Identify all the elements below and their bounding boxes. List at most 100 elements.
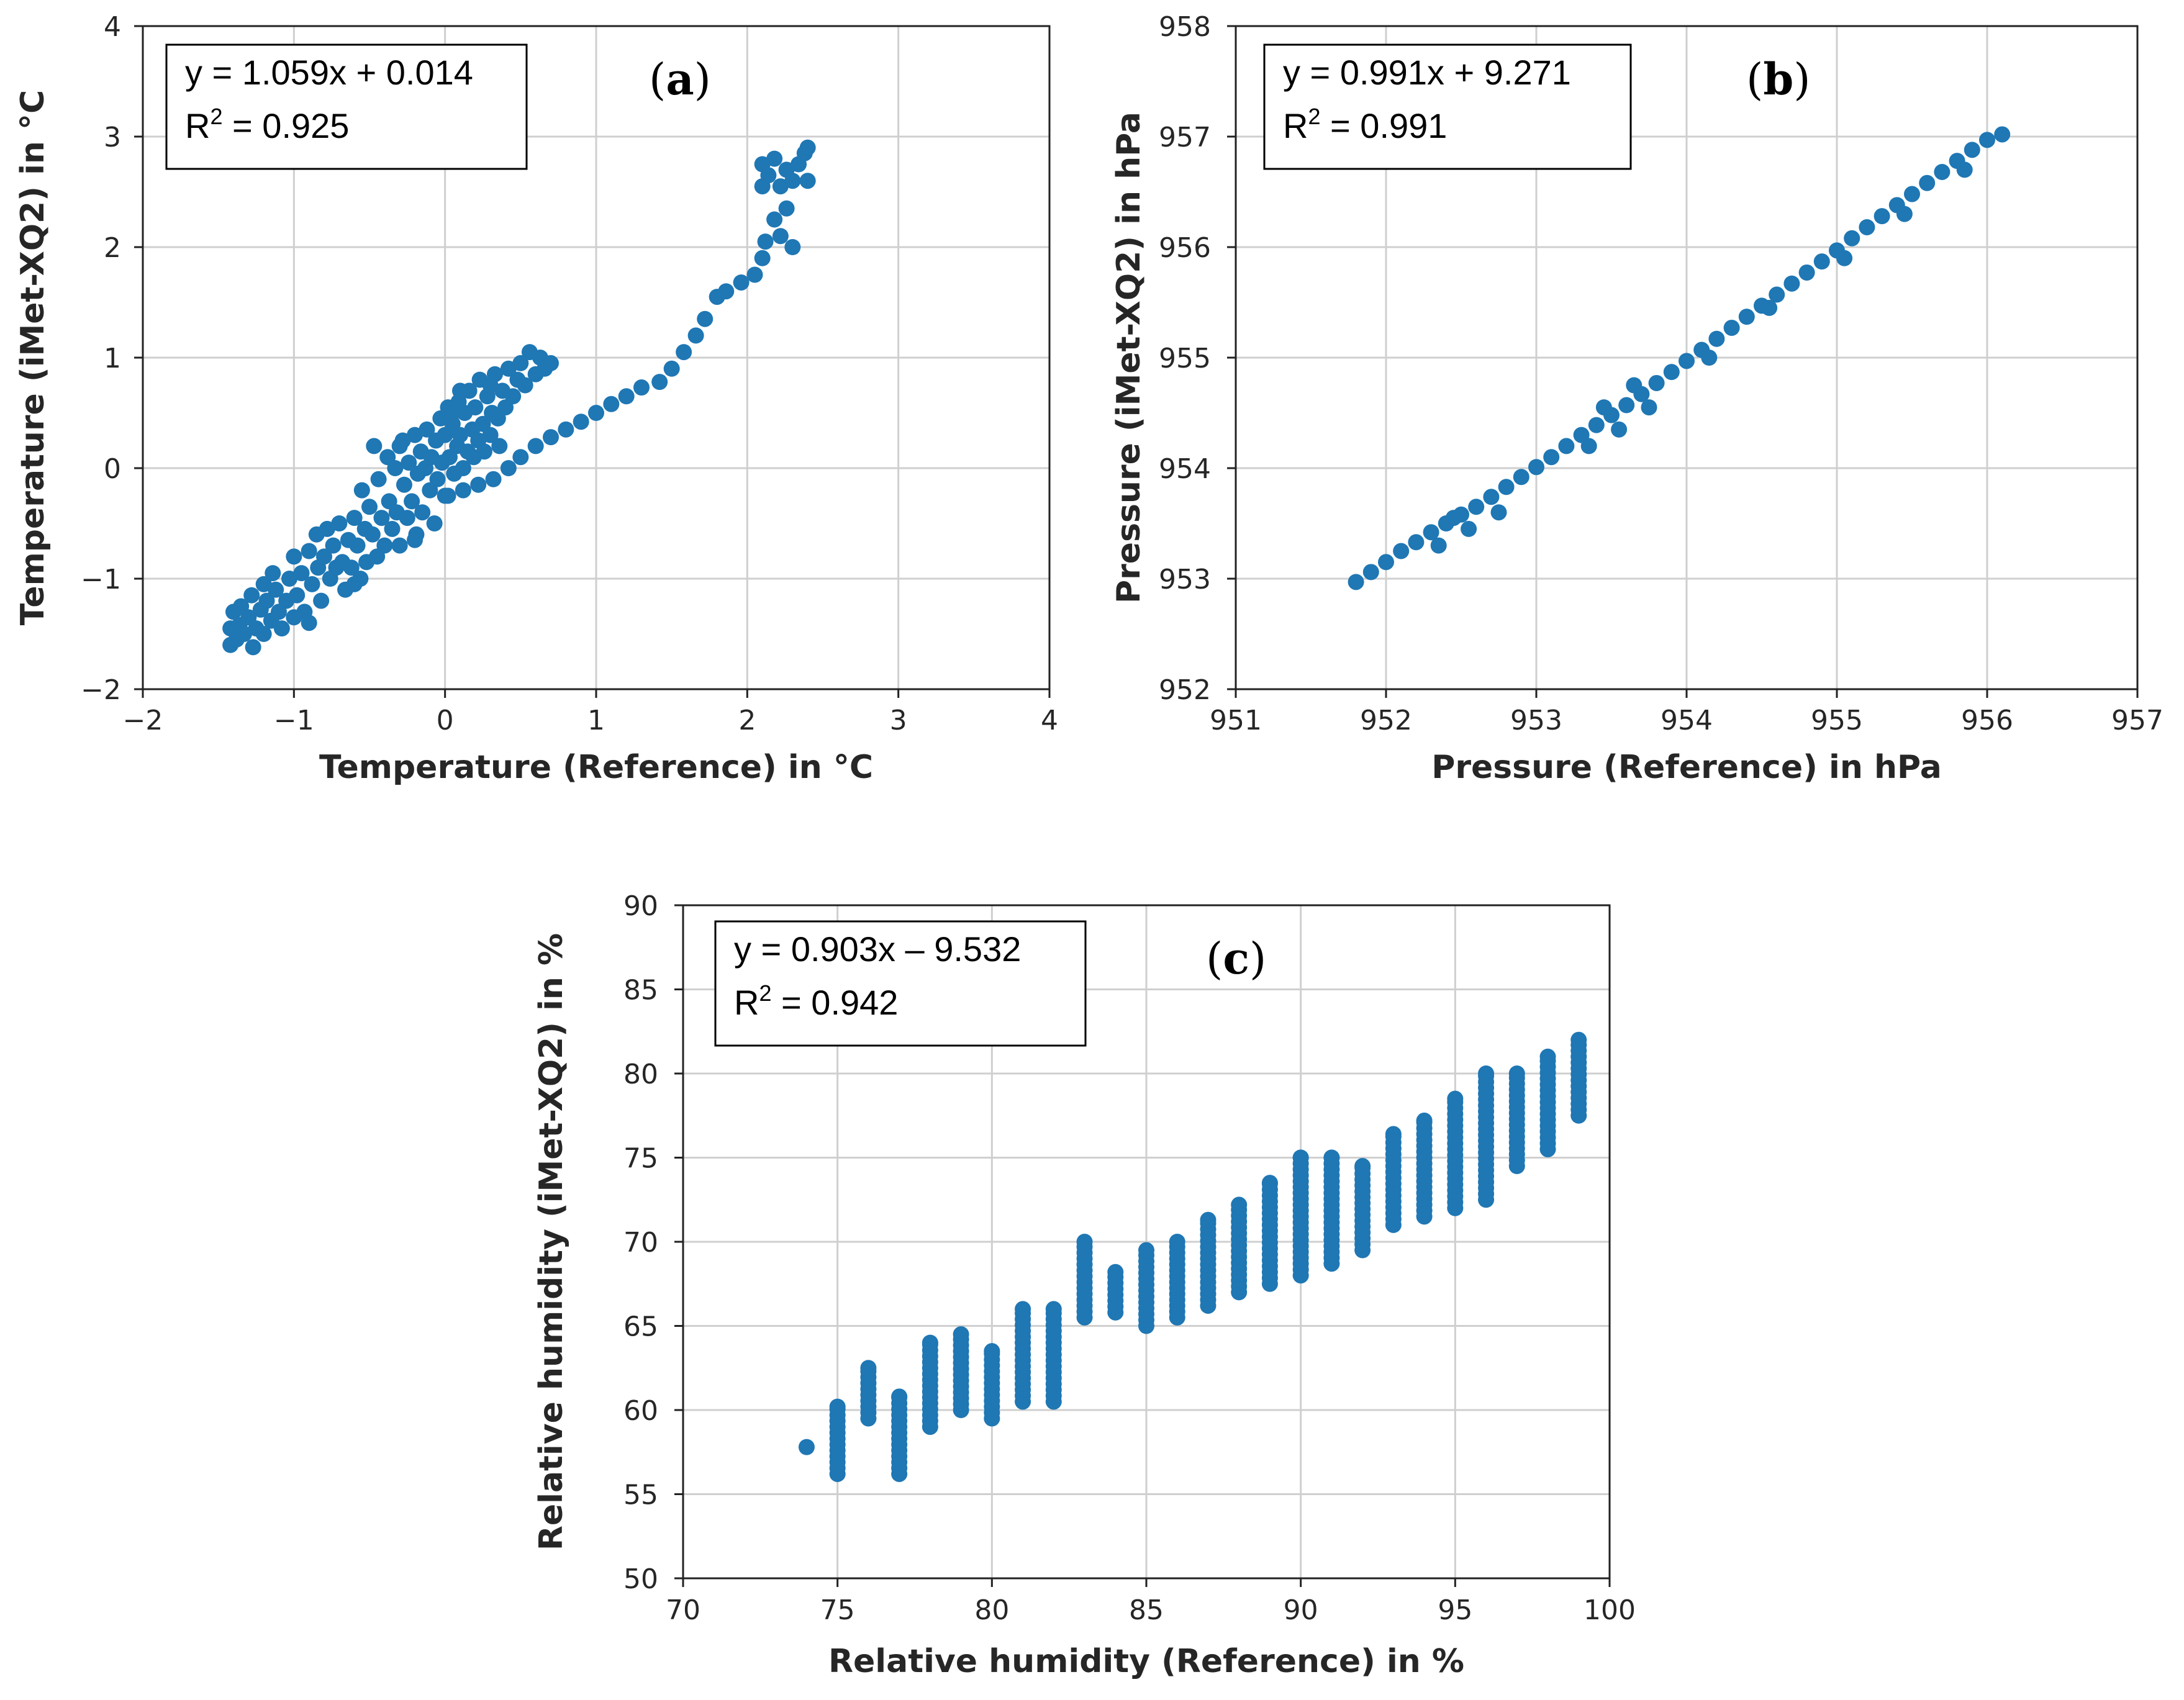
y-tick-label: −2 bbox=[81, 674, 121, 706]
x-tick-label: 100 bbox=[1584, 1594, 1636, 1626]
data-point bbox=[399, 510, 415, 527]
data-point bbox=[491, 438, 508, 454]
chart-panel-c: 70 75 80 85 90 95 100 50 55 60 65 70 75 80 85 90 Relativ… bbox=[533, 890, 1636, 1680]
data-point bbox=[1478, 1065, 1495, 1082]
data-point bbox=[757, 233, 774, 250]
data-point bbox=[500, 360, 517, 377]
data-point bbox=[1588, 417, 1605, 433]
y-tick-label: 956 bbox=[1159, 232, 1211, 264]
data-point bbox=[304, 576, 320, 592]
data-point bbox=[860, 1360, 877, 1377]
data-point bbox=[470, 476, 487, 493]
data-point bbox=[760, 167, 777, 184]
data-point bbox=[718, 283, 735, 300]
y-axis-label: Relative humidity (iMet-XQ2) in % bbox=[533, 933, 570, 1550]
data-point bbox=[922, 1334, 938, 1351]
data-point bbox=[366, 438, 383, 454]
data-point bbox=[258, 592, 275, 609]
data-point bbox=[1292, 1149, 1309, 1166]
panel-label: (a) bbox=[649, 53, 711, 105]
data-point bbox=[512, 449, 529, 466]
y-tick-label: 958 bbox=[1159, 11, 1211, 43]
regression-equation: y = 1.059x + 0.014 bbox=[185, 53, 473, 92]
data-point bbox=[384, 520, 401, 537]
data-point bbox=[364, 526, 381, 543]
data-point bbox=[697, 310, 714, 327]
data-point bbox=[1231, 1196, 1248, 1213]
data-point bbox=[687, 327, 704, 344]
data-point bbox=[543, 355, 559, 371]
data-point bbox=[1611, 421, 1628, 438]
data-point bbox=[426, 515, 443, 531]
data-point bbox=[1641, 399, 1657, 416]
data-point bbox=[891, 1388, 908, 1405]
data-point bbox=[346, 510, 363, 527]
data-point bbox=[1769, 286, 1785, 303]
data-point bbox=[1378, 554, 1394, 571]
data-point bbox=[1261, 1175, 1278, 1191]
x-tick-label: 1 bbox=[587, 705, 605, 736]
data-point bbox=[243, 587, 260, 604]
data-point bbox=[754, 250, 771, 266]
data-point bbox=[1723, 319, 1740, 336]
x-tick-label: 90 bbox=[1284, 1594, 1318, 1626]
data-point bbox=[1859, 219, 1875, 235]
x-tick-label: 954 bbox=[1661, 705, 1713, 736]
y-tick-label: −1 bbox=[81, 564, 121, 595]
data-point bbox=[391, 537, 408, 554]
x-tick-label: −2 bbox=[123, 705, 163, 736]
x-tick-label: 95 bbox=[1438, 1594, 1472, 1626]
data-point bbox=[1045, 1301, 1062, 1318]
data-point bbox=[1708, 330, 1725, 347]
data-point bbox=[370, 471, 387, 487]
x-tick-label: 70 bbox=[666, 1594, 700, 1626]
data-point bbox=[663, 360, 680, 377]
y-tick-label: 952 bbox=[1159, 674, 1211, 706]
y-tick-label: 0 bbox=[104, 453, 121, 485]
data-point bbox=[1874, 208, 1890, 225]
data-points bbox=[798, 1031, 1587, 1482]
data-point bbox=[1508, 1065, 1525, 1082]
x-tick-label: 2 bbox=[738, 705, 756, 736]
data-point bbox=[482, 427, 499, 443]
data-point bbox=[281, 571, 298, 587]
data-point bbox=[346, 576, 363, 592]
data-point bbox=[404, 493, 420, 510]
data-point bbox=[301, 543, 317, 559]
data-point bbox=[301, 615, 317, 631]
data-point bbox=[1543, 449, 1560, 466]
data-point bbox=[1408, 534, 1425, 551]
chart-panel-b: 951 952 953 954 955 956 9579529539549559569579… bbox=[1110, 11, 2164, 786]
data-point bbox=[452, 382, 468, 399]
x-tick-label: 956 bbox=[1961, 705, 2013, 736]
data-point bbox=[1896, 206, 1913, 222]
data-point bbox=[401, 454, 417, 471]
data-point bbox=[1904, 186, 1920, 202]
equation-box bbox=[165, 43, 528, 170]
data-point bbox=[618, 388, 635, 405]
data-point bbox=[419, 421, 435, 438]
y-tick-label: 957 bbox=[1159, 122, 1211, 153]
data-point bbox=[1513, 469, 1529, 486]
data-point bbox=[1138, 1242, 1154, 1259]
y-tick-label: 955 bbox=[1159, 343, 1211, 374]
data-points bbox=[1348, 126, 2011, 590]
data-point bbox=[1964, 142, 1980, 158]
data-point bbox=[500, 460, 517, 476]
data-point bbox=[407, 427, 423, 443]
data-points bbox=[222, 139, 816, 656]
data-point bbox=[1595, 399, 1612, 416]
x-tick-label: 951 bbox=[1210, 705, 1262, 736]
x-axis-label: Temperature (Reference) in °C bbox=[319, 749, 873, 786]
data-point bbox=[313, 592, 330, 609]
data-point bbox=[407, 531, 423, 548]
data-point bbox=[286, 548, 302, 565]
data-point bbox=[265, 565, 281, 582]
data-point bbox=[784, 173, 801, 189]
x-tick-label: −1 bbox=[274, 705, 314, 736]
y-tick-label: 70 bbox=[623, 1227, 658, 1259]
y-tick-label: 65 bbox=[623, 1311, 658, 1343]
data-point bbox=[1979, 132, 1995, 148]
data-point bbox=[1919, 174, 1936, 191]
data-point bbox=[353, 482, 370, 499]
